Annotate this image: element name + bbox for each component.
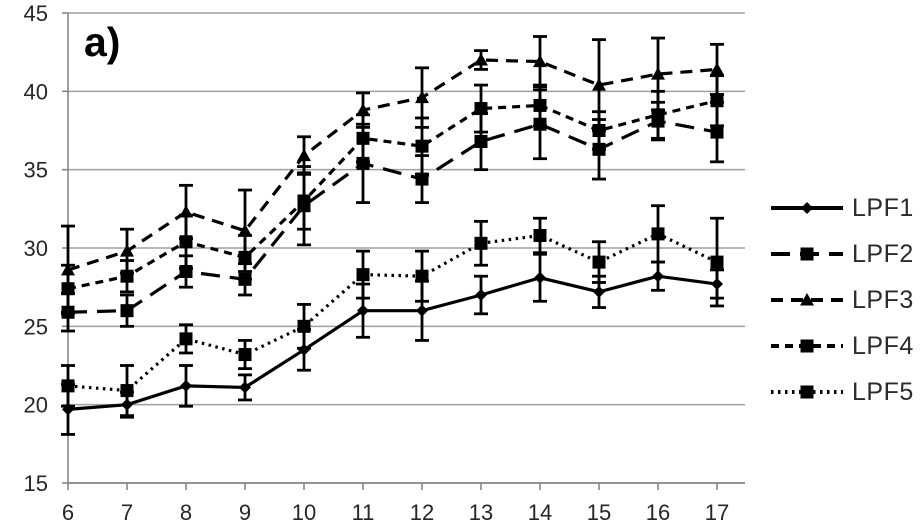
series-lpf1-marker bbox=[239, 381, 251, 394]
x-tick-label: 11 bbox=[352, 500, 375, 525]
series-lpf1-line bbox=[67, 274, 718, 411]
legend-label-lpf3: LPF3 bbox=[852, 285, 914, 314]
legend-label-lpf4: LPF4 bbox=[852, 331, 914, 360]
series-lpf1-marker bbox=[357, 304, 369, 317]
series-lpf5-marker bbox=[592, 255, 606, 269]
series-lpf5-marker bbox=[533, 228, 547, 242]
series-lpf3-marker bbox=[710, 62, 724, 75]
series-lpf4-marker bbox=[356, 131, 370, 145]
y-tick-label: 35 bbox=[24, 158, 48, 183]
series-lpf4-marker bbox=[474, 102, 488, 116]
series-lpf5-marker bbox=[415, 269, 429, 283]
series-lpf1-marker bbox=[652, 270, 664, 283]
triangle-marker-icon bbox=[800, 293, 814, 306]
y-tick-label: 15 bbox=[24, 471, 48, 496]
series-lpf4-marker bbox=[592, 124, 606, 137]
series-lpf5-marker bbox=[120, 384, 134, 398]
series-lpf2-marker bbox=[120, 304, 134, 318]
x-tick-label: 12 bbox=[410, 500, 434, 525]
series-lpf4-marker bbox=[238, 250, 252, 264]
legend-line-sample-lpf1 bbox=[771, 202, 843, 214]
series-lpf3-marker bbox=[533, 54, 547, 68]
y-tick-label: 30 bbox=[24, 236, 48, 261]
series-lpf5-line bbox=[67, 232, 718, 393]
series-lpf2-line bbox=[67, 119, 718, 314]
legend-label-lpf2: LPF2 bbox=[852, 239, 914, 268]
series-lpf2-marker bbox=[415, 172, 429, 186]
series-lpf3-marker bbox=[415, 90, 429, 104]
series-lpf3-line bbox=[67, 58, 718, 272]
series-lpf1-marker bbox=[298, 343, 310, 356]
square-marker-icon bbox=[800, 385, 814, 399]
series-lpf4-marker bbox=[415, 139, 429, 153]
series-lpf4-marker bbox=[179, 235, 193, 249]
series-lpf1-marker bbox=[416, 304, 428, 317]
legend-item-lpf1: LPF1 bbox=[769, 193, 914, 223]
series-lpf5-marker bbox=[238, 348, 252, 362]
series-lpf5-marker bbox=[61, 379, 75, 393]
series-lpf1-marker bbox=[475, 289, 487, 301]
series-lpf1-marker bbox=[180, 379, 192, 392]
series-lpf5-marker bbox=[474, 236, 488, 250]
series-lpf3-marker bbox=[238, 223, 252, 237]
legend-item-lpf3: LPF3 bbox=[769, 285, 914, 315]
diamond-marker-icon bbox=[801, 202, 813, 214]
x-tick-label: 13 bbox=[469, 500, 493, 525]
legend-label-lpf5: LPF5 bbox=[852, 377, 914, 406]
x-tick-label: 17 bbox=[705, 500, 729, 525]
x-tick-label: 10 bbox=[292, 500, 316, 525]
legend-item-lpf2: LPF2 bbox=[769, 239, 914, 269]
series-lpf5-marker bbox=[651, 227, 665, 241]
x-tick-label: 7 bbox=[121, 500, 133, 525]
square-marker-icon bbox=[800, 247, 814, 261]
legend-line-sample-lpf3 bbox=[771, 293, 843, 306]
x-tick-label: 16 bbox=[646, 500, 670, 525]
legend: LPF1 LPF2 LPF3 LPF4 LPF5 bbox=[769, 193, 914, 423]
legend-label-lpf1: LPF1 bbox=[852, 193, 914, 222]
series-lpf3-marker bbox=[356, 103, 370, 116]
series-lpf3-marker bbox=[120, 244, 134, 257]
x-tick-label: 14 bbox=[528, 500, 552, 525]
series-lpf2-marker bbox=[710, 125, 724, 139]
legend-line-sample-lpf4 bbox=[771, 339, 843, 353]
series-lpf1-marker bbox=[534, 271, 546, 284]
legend-line-sample-lpf2 bbox=[771, 247, 843, 261]
series-lpf4-marker bbox=[651, 108, 665, 122]
legend-line-sample-lpf5 bbox=[771, 385, 843, 399]
series-lpf3-marker bbox=[297, 148, 311, 162]
x-tick-label: 6 bbox=[62, 500, 74, 525]
series-lpf3-marker bbox=[592, 78, 606, 91]
series-lpf1-marker bbox=[593, 285, 605, 298]
series-lpf2-marker bbox=[356, 156, 370, 170]
series-lpf5-marker bbox=[179, 332, 193, 346]
y-tick-label: 20 bbox=[24, 393, 48, 418]
series-lpf4-marker bbox=[120, 269, 134, 283]
legend-item-lpf4: LPF4 bbox=[769, 331, 914, 361]
series-lpf3-marker bbox=[474, 53, 488, 66]
series-lpf5-marker bbox=[710, 255, 724, 269]
y-tick-label: 25 bbox=[24, 314, 48, 339]
legend-item-lpf5: LPF5 bbox=[769, 377, 914, 407]
series-lpf3-marker bbox=[651, 67, 665, 80]
figure-label: a) bbox=[84, 19, 121, 65]
square-marker-icon bbox=[800, 339, 814, 353]
series-lpf4-marker bbox=[533, 98, 547, 112]
series-lpf2-marker bbox=[474, 134, 488, 148]
y-tick-label: 40 bbox=[24, 79, 48, 104]
series-lpf5-marker bbox=[356, 268, 370, 282]
x-tick-label: 15 bbox=[587, 500, 611, 525]
series-lpf4-marker bbox=[710, 94, 724, 108]
y-tick-label: 45 bbox=[24, 1, 48, 26]
series-lpf4-marker bbox=[297, 194, 311, 208]
x-tick-label: 9 bbox=[239, 500, 251, 525]
x-tick-label: 8 bbox=[180, 500, 192, 525]
series-lpf5-marker bbox=[297, 319, 311, 333]
series-lpf4-marker bbox=[61, 282, 75, 296]
series-lpf4-line bbox=[67, 99, 718, 291]
